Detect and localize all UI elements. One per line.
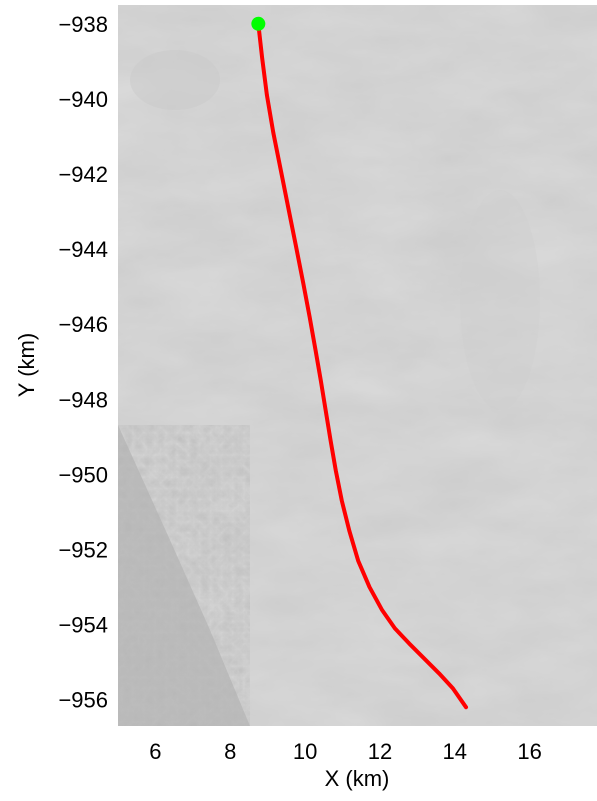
y-tick-label: −946 — [58, 312, 108, 337]
start-marker-0 — [251, 16, 266, 31]
y-tick-label: −942 — [58, 162, 108, 187]
satellite-background — [118, 5, 597, 726]
y-tick-label: −952 — [58, 538, 108, 563]
x-tick-label: 8 — [224, 739, 236, 764]
y-tick-label: −956 — [58, 688, 108, 713]
y-tick-label: −940 — [58, 87, 108, 112]
y-axis-label: Y (km) — [14, 333, 39, 397]
x-tick-label: 14 — [443, 739, 467, 764]
x-tick-label: 12 — [368, 739, 392, 764]
x-tick-label: 10 — [293, 739, 317, 764]
x-tick-label: 16 — [517, 739, 541, 764]
x-tick-label: 6 — [149, 739, 161, 764]
y-tick-label: −950 — [58, 462, 108, 487]
y-tick-label: −944 — [58, 237, 108, 262]
trajectory-line-0 — [256, 21, 468, 710]
x-axis-label: X (km) — [325, 766, 390, 791]
y-tick-label: −948 — [58, 387, 108, 412]
y-tick-label: −938 — [58, 12, 108, 37]
y-tick-label: −954 — [58, 613, 108, 638]
